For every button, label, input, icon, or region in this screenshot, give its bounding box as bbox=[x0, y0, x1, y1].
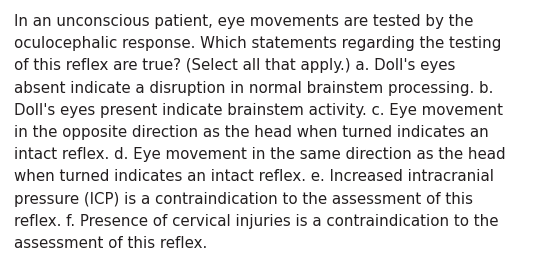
Text: Doll's eyes present indicate brainstem activity. c. Eye movement: Doll's eyes present indicate brainstem a… bbox=[14, 103, 503, 118]
Text: pressure (ICP) is a contraindication to the assessment of this: pressure (ICP) is a contraindication to … bbox=[14, 191, 473, 207]
Text: assessment of this reflex.: assessment of this reflex. bbox=[14, 236, 207, 251]
Text: reflex. f. Presence of cervical injuries is a contraindication to the: reflex. f. Presence of cervical injuries… bbox=[14, 214, 498, 229]
Text: when turned indicates an intact reflex. e. Increased intracranial: when turned indicates an intact reflex. … bbox=[14, 169, 494, 184]
Text: In an unconscious patient, eye movements are tested by the: In an unconscious patient, eye movements… bbox=[14, 14, 473, 29]
Text: absent indicate a disruption in normal brainstem processing. b.: absent indicate a disruption in normal b… bbox=[14, 81, 493, 95]
Text: of this reflex are true? (Select all that apply.) a. Doll's eyes: of this reflex are true? (Select all tha… bbox=[14, 58, 455, 73]
Text: oculocephalic response. Which statements regarding the testing: oculocephalic response. Which statements… bbox=[14, 36, 502, 51]
Text: intact reflex. d. Eye movement in the same direction as the head: intact reflex. d. Eye movement in the sa… bbox=[14, 147, 506, 162]
Text: in the opposite direction as the head when turned indicates an: in the opposite direction as the head wh… bbox=[14, 125, 489, 140]
